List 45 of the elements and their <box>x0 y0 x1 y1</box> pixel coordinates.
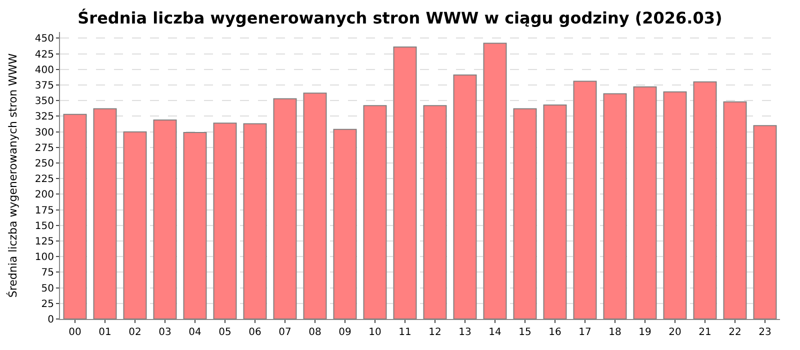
x-tick-label: 07 <box>278 327 292 338</box>
y-axis-title: Średnia liczba wygenerowanych stron WWW <box>6 53 20 298</box>
x-tick-label: 11 <box>398 327 412 338</box>
x-tick-label: 17 <box>578 327 592 338</box>
y-tick-label: 325 <box>34 112 54 123</box>
x-tick-label: 22 <box>728 327 742 338</box>
y-tick-label: 275 <box>34 142 54 154</box>
x-tick-label: 21 <box>698 327 712 338</box>
x-tick-label: 16 <box>548 327 562 338</box>
x-tick-label: 19 <box>638 327 652 338</box>
x-tick-label: 10 <box>368 327 382 338</box>
y-tick-label: 50 <box>41 283 54 294</box>
x-tick-label: 01 <box>98 327 112 338</box>
y-tick-label: 350 <box>34 96 54 108</box>
x-tick-label: 12 <box>428 327 442 338</box>
x-tick-label: 06 <box>248 327 262 338</box>
y-tick-label: 300 <box>34 127 54 138</box>
y-tick-label: 75 <box>41 268 54 279</box>
y-tick-label: 425 <box>34 49 54 60</box>
y-tick-label: 25 <box>41 298 54 310</box>
x-tick-label: 04 <box>188 327 202 338</box>
x-tick-label: 08 <box>308 327 322 338</box>
y-tick-label: 125 <box>34 236 54 248</box>
y-tick-label: 400 <box>34 64 54 76</box>
x-tick-label: 20 <box>668 327 682 338</box>
x-tick-label: 03 <box>158 327 172 338</box>
y-tick-label: 100 <box>34 252 54 264</box>
x-tick-label: 05 <box>218 327 232 338</box>
y-tick-label: 225 <box>34 174 54 186</box>
y-tick-label: 450 <box>34 34 54 45</box>
y-tick-label: 150 <box>34 220 54 232</box>
y-tick-label: 375 <box>34 80 54 92</box>
y-tick-label: 0 <box>48 314 54 326</box>
chart-title: Średnia liczba wygenerowanych stron WWW w ciągu godziny (2026.03) <box>78 8 722 28</box>
y-tick-label: 175 <box>34 205 54 216</box>
x-tick-label: 15 <box>518 327 532 338</box>
x-tick-label: 02 <box>128 327 142 338</box>
x-tick-label: 00 <box>68 327 82 338</box>
x-tick-label: 13 <box>458 327 472 338</box>
y-tick-label: 200 <box>34 190 54 201</box>
x-tick-label: 23 <box>758 327 772 338</box>
y-tick-label: 250 <box>34 158 54 170</box>
x-tick-label: 09 <box>338 327 352 338</box>
x-tick-label: 18 <box>608 327 622 338</box>
x-tick-label: 14 <box>488 327 502 338</box>
